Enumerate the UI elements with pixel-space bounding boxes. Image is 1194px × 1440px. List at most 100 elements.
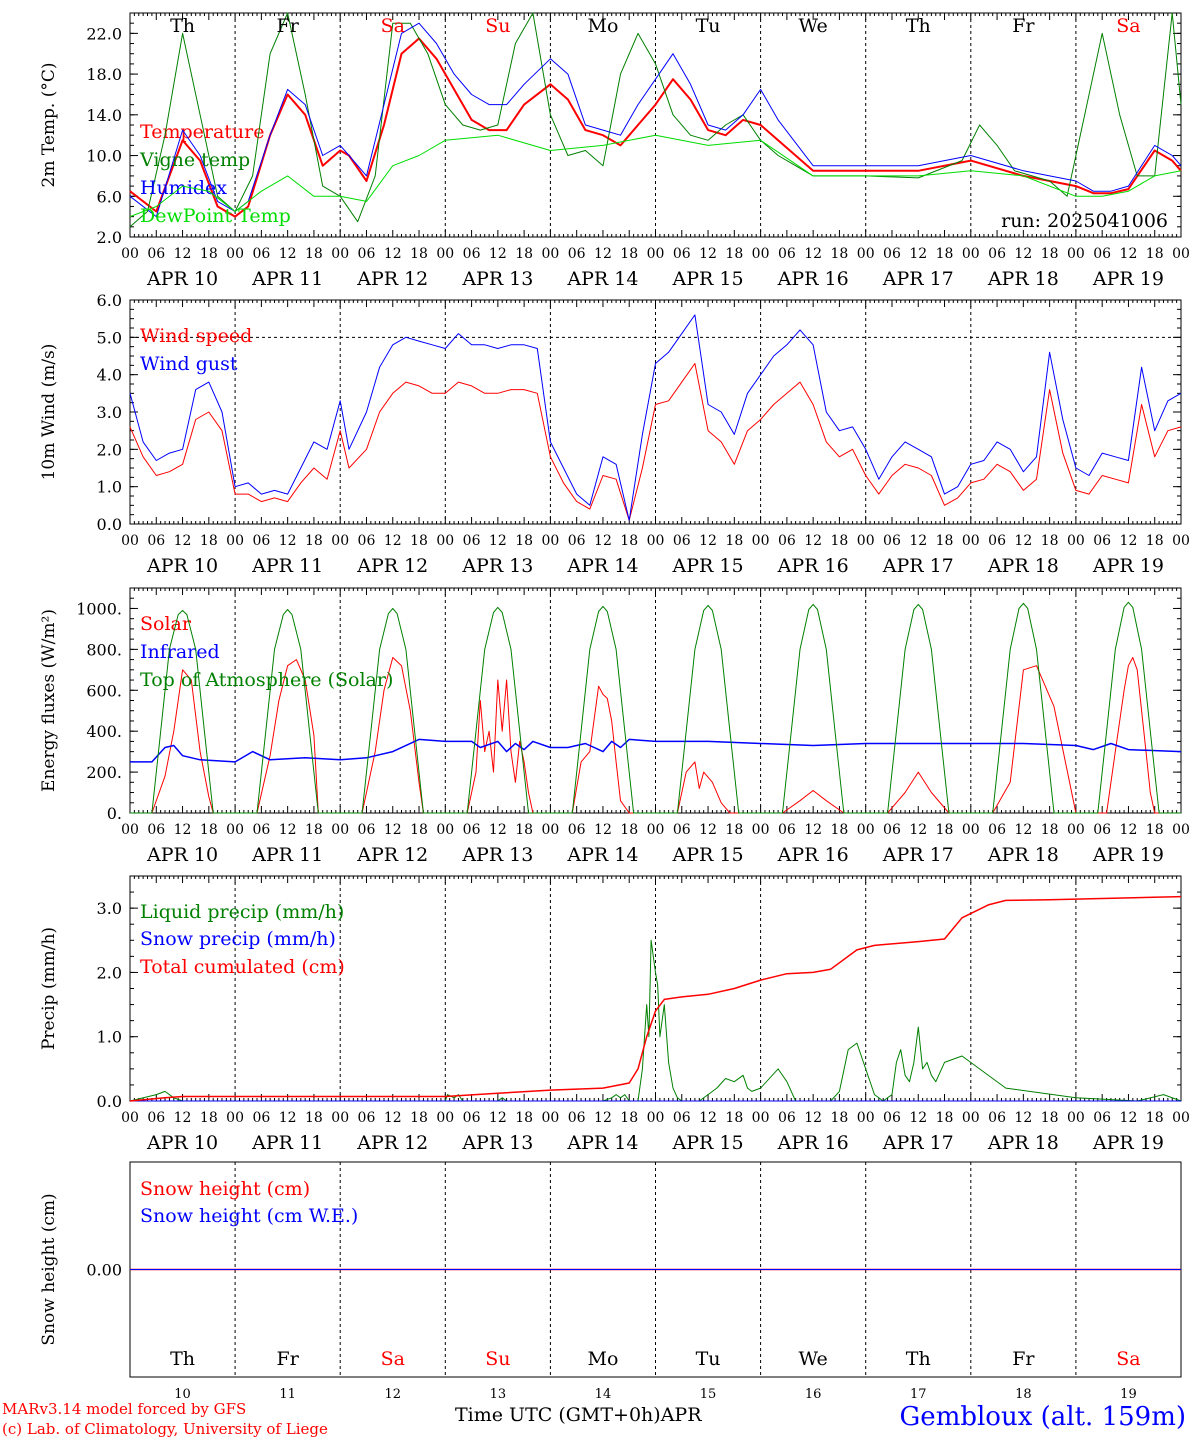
model-credit: MARv3.14 model forced by GFS	[2, 1400, 247, 1418]
hour-tick-label: 00	[331, 822, 349, 838]
day-name-label: Th	[906, 1348, 931, 1370]
hour-tick-label: 00	[436, 1110, 454, 1126]
hour-tick-label: 12	[804, 1110, 822, 1126]
hour-tick-label: 12	[1120, 822, 1138, 838]
hour-tick-label: 00	[1172, 246, 1190, 262]
hour-tick-label: 12	[594, 1110, 612, 1126]
series-line-infrared	[130, 738, 1182, 763]
y-tick-label: 18.0	[86, 65, 122, 84]
hour-tick-label: 06	[883, 533, 901, 549]
hour-tick-label: 18	[831, 1110, 849, 1126]
series-line-liquid-precip-mm-h	[129, 939, 1182, 1102]
hour-tick-label: 06	[568, 822, 586, 838]
hour-tick-label: 18	[515, 822, 533, 838]
hour-tick-label: 12	[174, 822, 192, 838]
hour-tick-label: 18	[410, 246, 428, 262]
hour-tick-label: 00	[962, 246, 980, 262]
hour-tick-label: 12	[1120, 246, 1138, 262]
date-label: APR 12	[356, 555, 428, 577]
date-label: APR 18	[987, 1132, 1059, 1154]
y-tick-label: 22.0	[86, 24, 122, 43]
day-name-label: We	[799, 15, 828, 37]
series-line-wind-speed	[129, 363, 1182, 521]
hour-tick-label: 06	[358, 1110, 376, 1126]
date-label: APR 13	[461, 555, 533, 577]
y-axis-title: 10m Wind (m/s)	[39, 344, 59, 481]
panel-2: 0.0 1.0 2.0 3.0 4.0 5.0 6.0 10m Wind (m/s) Wind …	[39, 291, 1190, 577]
hour-tick-label: 18	[410, 533, 428, 549]
hour-tick-label: 00	[436, 533, 454, 549]
y-axis-title: Energy fluxes (W/m²)	[39, 609, 59, 792]
y-tick-label: 1000.	[76, 599, 122, 618]
hour-tick-label: 18	[410, 822, 428, 838]
hour-tick-label: 06	[147, 822, 165, 838]
hour-tick-label: 18	[410, 1110, 428, 1126]
day-name-label: Sa	[381, 15, 405, 37]
hour-tick-label: 12	[384, 1110, 402, 1126]
hour-tick-label: 06	[568, 1110, 586, 1126]
hour-tick-label: 06	[252, 533, 270, 549]
hour-tick-label: 12	[909, 1110, 927, 1126]
legend-entry: Snow height (cm W.E.)	[140, 1205, 358, 1227]
hour-tick-label: 06	[883, 1110, 901, 1126]
hour-tick-label: 06	[358, 822, 376, 838]
y-tick-label: 1.0	[97, 1028, 122, 1047]
date-label: APR 19	[1092, 1132, 1164, 1154]
hour-tick-label: 18	[725, 1110, 743, 1126]
date-label: APR 10	[146, 1132, 218, 1154]
day-name-label: Tu	[696, 1348, 721, 1370]
y-tick-label: 2.0	[97, 228, 122, 247]
hour-tick-label: 00	[226, 246, 244, 262]
hour-tick-label: 12	[804, 822, 822, 838]
hour-tick-label: 18	[1146, 246, 1164, 262]
hour-tick-label: 18	[1041, 822, 1059, 838]
hour-tick-label: 00	[857, 822, 875, 838]
hour-tick-label: 06	[673, 533, 691, 549]
day-name-label: Fr	[1012, 1348, 1035, 1370]
legend-entry: Temperature	[140, 121, 264, 143]
day-name-label: We	[799, 1348, 828, 1370]
date-label: APR 15	[672, 268, 744, 290]
date-label: APR 11	[251, 555, 323, 577]
legend-entry: Humidex	[140, 177, 227, 199]
plot-frame	[129, 12, 1182, 238]
hour-tick-label: 00	[647, 533, 665, 549]
hour-tick-label: 06	[778, 246, 796, 262]
hour-tick-label: 12	[699, 1110, 717, 1126]
hour-tick-label: 06	[1093, 822, 1111, 838]
hour-tick-label: 06	[883, 246, 901, 262]
hour-tick-label: 00	[541, 822, 559, 838]
hour-tick-label: 18	[936, 533, 954, 549]
hour-tick-label: 12	[384, 246, 402, 262]
series-line-top-of-atmosphere-solar	[130, 601, 1181, 814]
panel-3: 0. 200. 400. 600. 800. 1000. Energy fluxes (W/…	[39, 587, 1190, 866]
day-name-label: Fr	[277, 15, 300, 37]
panel-1: 2.0 6.0 10.0 14.0 18.0 22.0 2m Temp. (°C) Tempe…	[39, 12, 1190, 290]
hour-tick-label: 12	[279, 533, 297, 549]
hour-tick-label: 18	[305, 533, 323, 549]
date-label: APR 16	[777, 268, 849, 290]
day-number-label: 17	[910, 1387, 927, 1402]
day-name-label: Su	[485, 1348, 510, 1370]
hour-tick-label: 18	[1146, 822, 1164, 838]
hour-tick-label: 00	[226, 822, 244, 838]
hour-tick-label: 12	[1014, 246, 1032, 262]
hour-tick-label: 12	[1014, 533, 1032, 549]
hour-tick-label: 00	[857, 1110, 875, 1126]
hour-tick-label: 00	[226, 1110, 244, 1126]
date-label: APR 11	[251, 268, 323, 290]
hour-tick-label: 06	[988, 533, 1006, 549]
date-label: APR 15	[672, 1132, 744, 1154]
hour-tick-label: 06	[252, 822, 270, 838]
hour-tick-label: 18	[725, 533, 743, 549]
hour-tick-label: 00	[752, 1110, 770, 1126]
hour-tick-label: 00	[962, 533, 980, 549]
hour-tick-label: 00	[1067, 246, 1085, 262]
hour-tick-label: 00	[436, 822, 454, 838]
hour-tick-label: 06	[778, 822, 796, 838]
y-tick-label: 600.	[86, 681, 122, 700]
hour-tick-label: 18	[1041, 533, 1059, 549]
hour-tick-label: 12	[174, 533, 192, 549]
hour-tick-label: 12	[804, 533, 822, 549]
